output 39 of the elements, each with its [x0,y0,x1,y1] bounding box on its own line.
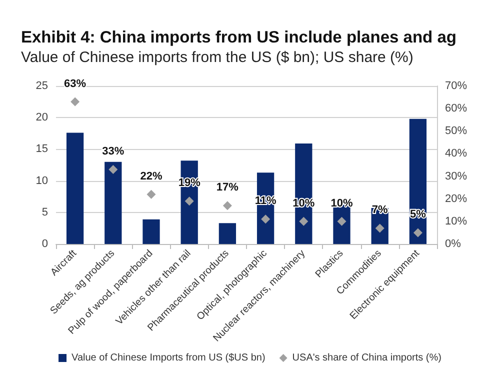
y2-tick-label: 40% [445,148,468,160]
bar [409,118,427,244]
y-tick-label: 20 [36,112,48,124]
data-label: 7% [372,204,388,216]
data-label: 17% [216,182,239,194]
point [337,216,346,226]
y2-tick-label: 70% [445,80,468,92]
y2-tick-label: 50% [445,125,468,138]
chart-subtitle: Value of Chinese imports from the US ($ bn); US share (%) [21,49,414,66]
point [146,190,156,199]
legend-label: Value of Chinese Imports from US ($US bn) [72,352,266,364]
y2-tick-label: 60% [445,102,468,115]
bar [66,132,84,244]
point [413,228,422,238]
y2-tick-label: 20% [445,192,468,205]
legend-label: USA's share of China imports (%) [292,352,442,364]
y-tick-label: 25 [36,80,48,92]
y-tick-label: 0 [42,238,48,250]
y-tick-label: 5 [42,206,48,218]
bar [295,144,312,244]
point [184,196,194,206]
bar [142,219,160,244]
y2-tick-label: 30% [445,170,468,182]
data-label: 63% [64,78,86,90]
data-label: 33% [102,146,124,158]
bar [218,223,236,244]
point [70,97,80,106]
y2-tick-label: 10% [445,215,468,228]
data-label: 22% [140,170,162,182]
chart-title: Exhibit 4: China imports from US include planes and ag [21,28,456,46]
point [299,216,308,226]
y2-tick-label: 0% [445,238,462,250]
y-tick-label: 10 [36,174,48,187]
point [108,165,118,174]
point [261,214,270,224]
data-label: 5% [410,208,426,221]
y-tick-label: 15 [36,143,48,156]
bar [104,162,122,244]
point [222,201,232,210]
